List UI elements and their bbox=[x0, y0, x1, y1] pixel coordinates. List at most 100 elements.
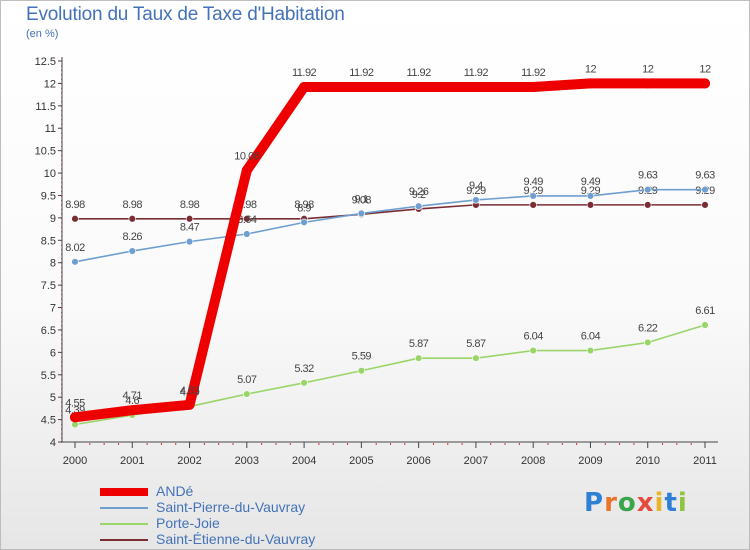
data-label: 9.08 bbox=[352, 194, 372, 206]
data-point bbox=[243, 230, 251, 238]
y-minor-dot bbox=[61, 249, 62, 251]
y-minor-dot bbox=[61, 383, 62, 385]
y-minor-dot bbox=[61, 370, 62, 372]
y-minor-dot bbox=[61, 419, 62, 421]
y-tick-label: 6.5 bbox=[41, 325, 56, 337]
data-point bbox=[185, 215, 194, 223]
legend-item-porte-joie: Porte-Joie bbox=[100, 515, 400, 532]
data-label: 8.98 bbox=[294, 199, 314, 211]
x-minor-dot bbox=[390, 443, 391, 445]
y-minor-dot bbox=[61, 141, 62, 143]
chart-title: Evolution du Taux de Taxe d'Habitation bbox=[26, 4, 345, 25]
y-minor-dot bbox=[61, 307, 62, 309]
data-point bbox=[127, 405, 138, 416]
y-minor-dot bbox=[61, 244, 62, 246]
legend-label-ande: ANDé bbox=[156, 483, 194, 499]
data-point bbox=[470, 81, 481, 92]
data-label: 12 bbox=[699, 63, 711, 75]
x-minor-dot bbox=[203, 443, 205, 445]
y-minor-dot bbox=[61, 240, 62, 242]
data-label: 4.83 bbox=[180, 385, 200, 397]
data-label: 9.63 bbox=[638, 170, 658, 182]
x-minor-dot bbox=[289, 443, 291, 445]
y-minor-dot bbox=[61, 271, 62, 273]
data-label: 9.26 bbox=[409, 186, 429, 198]
y-minor-dot bbox=[61, 190, 62, 192]
x-minor-dot bbox=[604, 443, 606, 445]
y-minor-dot bbox=[61, 105, 62, 107]
y-minor-dot bbox=[61, 276, 62, 278]
data-point bbox=[529, 192, 537, 200]
data-point bbox=[413, 81, 424, 92]
data-label: 11.92 bbox=[407, 67, 432, 79]
data-point bbox=[300, 218, 308, 227]
y-minor-dot bbox=[61, 101, 62, 103]
y-minor-dot bbox=[61, 374, 62, 376]
data-label: 11.92 bbox=[521, 67, 546, 79]
data-point bbox=[241, 165, 252, 176]
data-label: 8.9 bbox=[297, 202, 311, 214]
data-point bbox=[472, 196, 480, 204]
x-minor-dot bbox=[619, 443, 621, 445]
y-minor-dot bbox=[61, 132, 62, 134]
x-minor-dot bbox=[490, 443, 492, 445]
logo-letter: t bbox=[664, 488, 678, 518]
data-point bbox=[70, 412, 80, 423]
y-minor-dot bbox=[61, 110, 62, 112]
y-minor-dot bbox=[61, 186, 62, 188]
y-minor-dot bbox=[61, 217, 62, 219]
y-minor-dot bbox=[61, 159, 62, 161]
data-label: 8.26 bbox=[123, 231, 143, 243]
y-tick-label: 9 bbox=[50, 213, 56, 225]
y-minor-dot bbox=[61, 83, 62, 85]
y-minor-dot bbox=[61, 433, 62, 435]
legend-item-saint-pierre: Saint-Pierre-du-Vauvray bbox=[100, 499, 400, 516]
y-tick-label: 8.5 bbox=[41, 235, 56, 247]
y-minor-dot bbox=[61, 123, 62, 125]
legend-label-porte-joie: Porte-Joie bbox=[156, 515, 220, 531]
data-label: 4.6 bbox=[125, 395, 139, 407]
legend-swatch-saint-etienne bbox=[100, 539, 148, 541]
y-tick-label: 4.5 bbox=[41, 415, 56, 427]
y-minor-dot bbox=[61, 61, 62, 62]
series-line-and- bbox=[70, 78, 710, 423]
y-minor-dot bbox=[61, 361, 62, 363]
y-minor-dot bbox=[61, 96, 62, 98]
data-label: 5.32 bbox=[294, 363, 314, 375]
x-minor-dot bbox=[332, 443, 334, 445]
y-minor-dot bbox=[61, 204, 62, 206]
data-point bbox=[357, 209, 366, 218]
y-tick-label: 6 bbox=[50, 347, 56, 359]
data-label: 8.02 bbox=[65, 242, 85, 254]
data-point bbox=[243, 390, 251, 398]
y-minor-dot bbox=[61, 392, 62, 394]
x-minor-dot bbox=[547, 443, 549, 445]
y-tick-label: 10.5 bbox=[35, 146, 56, 158]
y-minor-dot bbox=[61, 312, 62, 314]
data-point bbox=[356, 81, 367, 92]
y-minor-dot bbox=[61, 320, 62, 322]
y-minor-dot bbox=[61, 289, 62, 291]
data-point bbox=[357, 367, 366, 375]
y-minor-dot bbox=[61, 397, 62, 399]
x-minor-dot bbox=[404, 443, 406, 445]
y-minor-dot bbox=[61, 222, 62, 224]
y-minor-dot bbox=[61, 150, 62, 152]
data-point bbox=[128, 247, 136, 255]
data-label: 12 bbox=[585, 63, 597, 75]
legend-swatch-ande bbox=[100, 488, 148, 496]
data-label: 11.92 bbox=[349, 67, 374, 79]
y-minor-dot bbox=[61, 253, 62, 255]
data-label: 6.22 bbox=[638, 322, 658, 334]
x-tick-label: 2001 bbox=[120, 455, 144, 467]
y-tick-label: 11 bbox=[45, 123, 56, 135]
x-minor-dot bbox=[633, 443, 635, 445]
data-point bbox=[701, 201, 709, 209]
x-minor-dot bbox=[518, 443, 520, 445]
y-minor-dot bbox=[61, 401, 62, 403]
y-minor-dot bbox=[61, 267, 62, 269]
data-label: 6.04 bbox=[581, 331, 601, 343]
series-line-saint-tienne-du-vauvray bbox=[74, 204, 706, 220]
x-minor-dot bbox=[261, 443, 263, 445]
